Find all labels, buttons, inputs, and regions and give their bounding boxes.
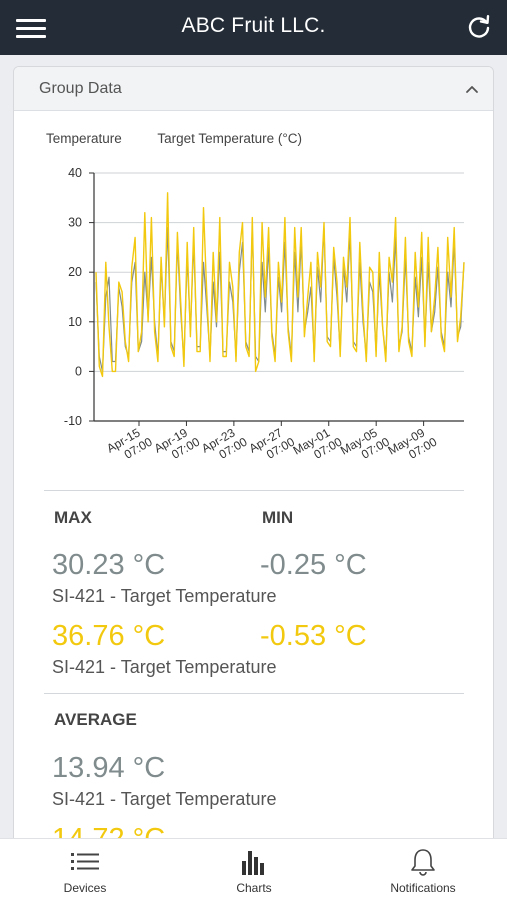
x-tick-label: May-0507:00 bbox=[338, 422, 392, 463]
tab-devices-label: Devices bbox=[63, 881, 107, 895]
refresh-icon[interactable] bbox=[465, 13, 493, 41]
x-tick-label: May-0107:00 bbox=[291, 422, 345, 463]
max-value-temperature: 30.23 °C bbox=[52, 549, 166, 581]
y-tick-label: -10 bbox=[64, 414, 82, 428]
max-source-2: SI-421 - Target Temperature bbox=[52, 657, 277, 677]
group-data-card: Group Data Temperature Target Temperatur… bbox=[13, 66, 494, 856]
chart-legend: Temperature Target Temperature (°C) bbox=[46, 131, 334, 146]
max-source-1: SI-421 - Target Temperature bbox=[52, 586, 277, 606]
group-data-header[interactable]: Group Data bbox=[14, 67, 493, 111]
hamburger-menu-icon[interactable] bbox=[14, 14, 48, 42]
bell-icon bbox=[411, 849, 435, 876]
x-tick-label: Apr-1907:00 bbox=[152, 422, 203, 463]
chevron-up-icon[interactable] bbox=[465, 83, 479, 95]
average-source-1: SI-421 - Target Temperature bbox=[52, 789, 277, 809]
legend-item-temperature[interactable]: Temperature bbox=[46, 131, 122, 146]
series-line-temperature bbox=[95, 227, 465, 372]
average-value-temperature: 13.94 °C bbox=[52, 752, 166, 784]
app-title: ABC Fruit LLC. bbox=[181, 14, 326, 37]
legend-item-target-temperature[interactable]: Target Temperature (°C) bbox=[157, 131, 303, 146]
max-label: MAX bbox=[54, 508, 92, 527]
tab-charts[interactable]: Charts bbox=[194, 847, 314, 895]
y-tick-label: 0 bbox=[75, 364, 82, 378]
min-value-target: -0.53 °C bbox=[260, 620, 367, 652]
temperature-line-chart: 40 30 20 10 0 -10 Apr-1507:00Apr-1907:00Apr-23… bbox=[64, 166, 465, 463]
tab-notifications-label: Notifications bbox=[390, 881, 456, 895]
x-tick-label: Apr-1507:00 bbox=[104, 422, 155, 463]
y-tick-label: 30 bbox=[68, 216, 82, 230]
x-tick-label: Apr-2707:00 bbox=[247, 422, 298, 463]
y-tick-label: 40 bbox=[68, 166, 82, 180]
divider bbox=[44, 693, 464, 694]
max-value-target: 36.76 °C bbox=[52, 620, 166, 652]
y-tick-label: 10 bbox=[68, 315, 82, 329]
x-tick-label: May-0907:00 bbox=[385, 422, 439, 463]
tab-devices[interactable]: Devices bbox=[25, 847, 145, 895]
top-app-bar: ABC Fruit LLC. bbox=[0, 0, 507, 55]
bar-chart-icon bbox=[242, 851, 264, 875]
bottom-navigation: Devices Charts Notifications bbox=[0, 838, 507, 900]
min-value-temperature: -0.25 °C bbox=[260, 549, 367, 581]
tab-notifications[interactable]: Notifications bbox=[363, 847, 483, 895]
min-label: MIN bbox=[262, 508, 294, 527]
x-tick-label: Apr-2307:00 bbox=[199, 422, 250, 463]
divider bbox=[44, 490, 464, 491]
tab-charts-label: Charts bbox=[236, 881, 272, 895]
series-line-target-temperature bbox=[95, 192, 465, 378]
list-icon bbox=[71, 853, 99, 870]
group-data-title: Group Data bbox=[39, 80, 122, 97]
y-tick-label: 20 bbox=[68, 265, 82, 279]
average-label: AVERAGE bbox=[54, 710, 137, 729]
